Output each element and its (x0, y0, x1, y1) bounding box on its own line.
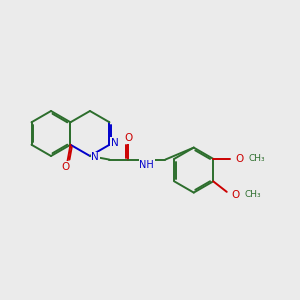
Text: O: O (235, 154, 244, 164)
Text: NH: NH (139, 160, 154, 170)
Text: CH₃: CH₃ (248, 154, 265, 163)
Text: O: O (124, 133, 132, 143)
Text: O: O (62, 162, 70, 172)
Text: N: N (111, 138, 119, 148)
Text: CH₃: CH₃ (245, 190, 261, 199)
Text: O: O (232, 190, 240, 200)
Text: N: N (92, 152, 99, 163)
